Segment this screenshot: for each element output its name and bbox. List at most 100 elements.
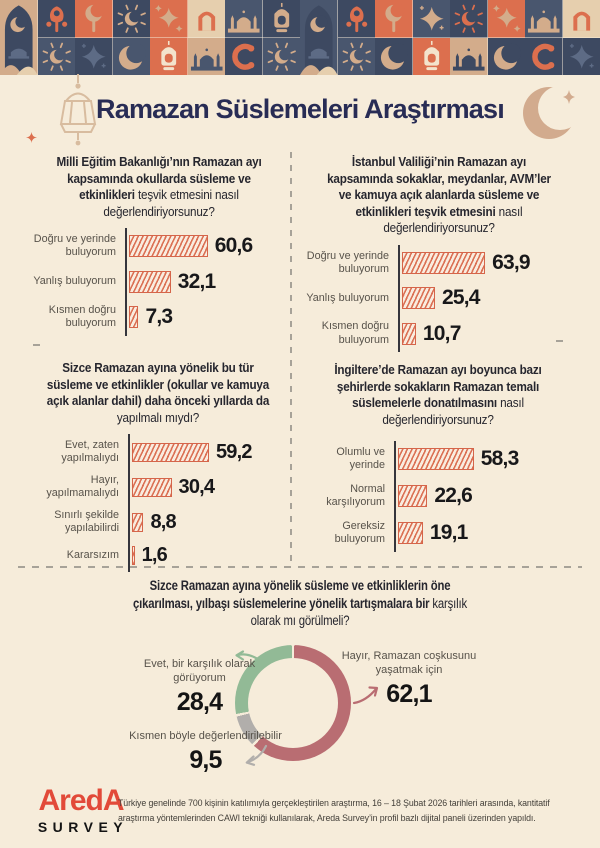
segment-value: 9,5 [189,745,222,774]
bar-chart: Evet, zaten yapılmalıydı 59,2 Hayır, yap… [26,434,290,572]
bar [402,251,486,274]
swirl-ornament-icon [525,37,563,75]
donut-chart [235,645,351,761]
segment-label: Hayır, Ramazan coşkusunu yaşatmak için [341,650,477,676]
swirl-ornament-icon [225,37,263,75]
vertical-dashed-divider [290,152,292,562]
chart-axis [125,228,127,336]
bar-row: Gereksiz buluyorum 19,1 [306,520,570,547]
bar-row: Hayır, yapılmamalıydı 30,4 [26,474,290,501]
bar-label: Olumlu ve yerinde [336,446,385,472]
question-title-bold: Sizce Ramazan ayına yönelik süsleme ve e… [132,578,451,611]
sunburst-crescent-icon [262,37,300,75]
decorative-tile-border [0,0,600,75]
tulip-ornament-icon [37,0,75,38]
question-title-bold: Sizce Ramazan ayına yönelik bu tür süsle… [46,360,270,408]
bar-row: Kararsızım 1,6 [26,544,290,567]
bar-row: Doğru ve yerinde buluyorum 63,9 [306,250,572,277]
bar-value: 22,6 [434,484,473,508]
bar [129,270,171,293]
question-title-bold: İstanbul Valiliği’nin Ramazan ayı kapsam… [327,154,551,219]
green-arrow-icon [235,650,264,665]
sunburst-crescent-icon [337,37,375,75]
question-title: Milli Eğitim Bakanlığı’nın Ramazan ayı k… [46,154,273,220]
sparkle-icon [26,132,37,143]
bar-value: 8,8 [150,510,176,533]
bar-chart: Doğru ve yerinde buluyorum 63,9 Yanlış b… [306,244,572,353]
bar [129,306,139,329]
bar-value: 58,3 [480,447,519,471]
bar-label: Yanlış buluyorum [306,291,389,304]
sunburst-crescent-icon [450,0,488,38]
bar [398,448,474,471]
arch-mosque-icon [0,0,38,75]
bar-label: Doğru ve yerinde buluyorum [306,249,389,275]
bar [398,485,428,508]
question-title-bold: İngiltere’de Ramazan ayı boyunca bazı şe… [334,362,542,410]
segment-label: Kısmen böyle değerlendirilebilir [129,730,282,742]
page-title: Ramazan Süslemeleri Araştırması [96,94,505,124]
bar [132,442,209,462]
bar-row: Kısmen doğru buluyorum 7,3 [33,304,285,331]
bar [132,477,172,497]
bar-label: Sınırlı şekilde yapılabilirdi [54,508,119,535]
logo-areda-text: AredA [38,784,124,817]
rose-arrow-icon [352,686,379,705]
bar-label: Kısmen doğru buluyorum [321,320,389,346]
question-title: İstanbul Valiliği’nin Ramazan ayı kapsam… [319,154,558,237]
bar-row: Yanlış buluyorum 32,1 [33,270,285,294]
gray-arrow-icon [245,744,268,766]
methodology-note: Türkiye genelinde 700 kişinin katılımıyl… [118,798,550,823]
arch-window-icon [187,0,225,38]
bar-row: Yanlış buluyorum 25,4 [306,286,572,310]
stars-cluster-icon [150,0,188,38]
question-title-regular: yapılmalı mıydı? [116,409,200,425]
bar-value: 1,6 [141,543,168,566]
tulip-ornament-icon [337,0,375,38]
question-block-3: Sizce Ramazan ayına yönelik bu tür süsle… [26,360,290,572]
chart-axis [398,244,400,353]
arch-window-icon [562,0,600,38]
question-title-regular: nasıl değerlendiriyorsunuz? [383,203,523,236]
mosque-icon [225,0,263,38]
crescent-star-icon [523,86,582,139]
chart-axis [394,441,396,552]
question-title-regular: teşvik etmesini nasıl değerlendiriyorsun… [103,187,239,219]
donut-label-no: Hayır, Ramazan coşkusunu yaşatmak için 6… [335,650,483,709]
bar [129,235,208,258]
segment-label: Evet, bir karşılık olarak görüyorum [143,658,256,684]
lantern-icon [262,0,300,38]
chart-axis [128,434,130,572]
crescent-tree-icon [375,0,413,38]
donut-label-partial: Kısmen böyle değerlendirilebilir 9,5 [128,730,283,775]
bar-label: Kısmen doğru buluyorum [48,303,116,330]
areda-survey-logo: AredA SURVEY [28,784,134,836]
bar-value: 7,3 [145,305,173,329]
bar-label: Gereksiz buluyorum [334,519,385,546]
bar-row: Doğru ve yerinde buluyorum 60,6 [33,233,285,260]
stars-cluster-icon [487,0,525,38]
lantern-icon [412,37,450,75]
mosque-icon [187,37,225,75]
lantern-icon [150,37,188,75]
four-point-star-icon [75,37,113,75]
bar-value: 60,6 [214,234,253,258]
bar-value: 19,1 [429,521,468,545]
bar-value: 32,1 [177,269,216,293]
bar [402,287,436,310]
bar-row: Olumlu ve yerinde 58,3 [306,446,570,473]
question-title-bold: Milli Eğitim Bakanlığı’nın Ramazan ayı k… [56,154,262,202]
bar [402,322,416,345]
bar-chart: Doğru ve yerinde buluyorum 60,6 Yanlış b… [33,228,285,336]
sunburst-crescent-icon [37,37,75,75]
arch-mosque-icon [300,0,338,75]
question-block-2: İstanbul Valiliği’nin Ramazan ayı kapsam… [306,154,572,353]
bar-label: Hayır, yapılmamalıydı [46,473,119,500]
four-point-star-icon [412,0,450,38]
bar-value: 59,2 [215,440,253,463]
four-point-star-icon [562,37,600,75]
bar [132,512,144,532]
question-block-1: Milli Eğitim Bakanlığı’nın Ramazan ayı k… [33,154,285,336]
donut-question-title: Sizce Ramazan ayına yönelik süsleme ve e… [119,577,480,630]
